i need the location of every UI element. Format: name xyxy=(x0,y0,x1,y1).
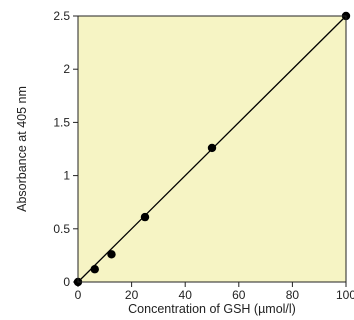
x-tick-label: 0 xyxy=(75,288,82,302)
x-tick-label: 100 xyxy=(336,288,354,302)
y-tick-label: 1 xyxy=(63,169,70,183)
data-point xyxy=(90,265,99,274)
data-point xyxy=(140,212,150,222)
x-tick-label: 80 xyxy=(286,288,300,302)
axis-ticks: 0 20 40 60 80 100 0 0.5 1 1.5 2 2.5 xyxy=(53,9,354,302)
y-axis-title: Absorbance at 405 nm xyxy=(15,86,29,212)
y-tick-label: 0.5 xyxy=(53,222,70,236)
data-point xyxy=(107,250,116,259)
x-tick-label: 20 xyxy=(125,288,139,302)
y-tick-label: 0 xyxy=(63,275,70,289)
plot-frame xyxy=(77,15,347,283)
x-tick-label: 40 xyxy=(179,288,193,302)
y-tick-label: 2.5 xyxy=(53,9,70,23)
x-tick-label: 60 xyxy=(232,288,246,302)
data-point xyxy=(207,143,217,153)
y-tick-label: 2 xyxy=(63,62,70,76)
x-axis-title: Concentration of GSH (µmol/l) xyxy=(128,302,296,316)
y-tick-label: 1.5 xyxy=(53,115,70,129)
